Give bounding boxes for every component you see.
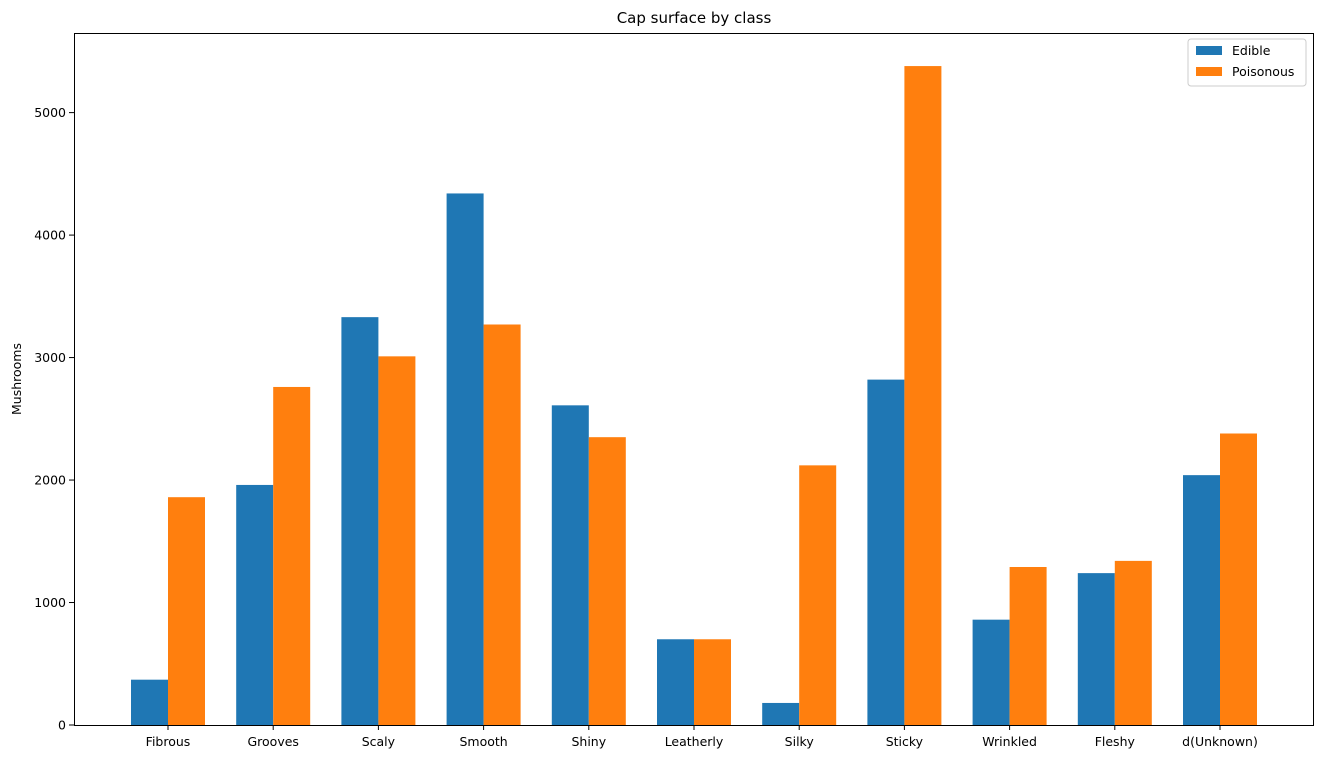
bar-poisonous-wrinkled (1009, 567, 1047, 725)
bar-edible-leatherly (657, 639, 694, 725)
x-tick-label: Smooth (459, 734, 507, 749)
bar-edible-sticky (867, 379, 905, 725)
bar-edible-wrinkled (972, 619, 1010, 725)
y-axis-label: Mushrooms (9, 343, 24, 415)
y-tick-label: 5000 (34, 105, 66, 120)
legend-swatch-edible (1196, 46, 1222, 55)
x-tick-label: Sticky (886, 734, 924, 749)
bar-edible-grooves (236, 484, 274, 725)
legend: Edible Poisonous (1187, 38, 1307, 87)
x-axis: Fibrous Grooves Scaly Smooth Shiny Leatherly S… (146, 725, 1258, 749)
bar-poisonous-silky (799, 465, 837, 725)
chart-title: Cap surface by class (617, 9, 772, 27)
y-tick-label: 4000 (34, 228, 66, 243)
legend-label-edible: Edible (1232, 43, 1271, 58)
x-tick-label: Leatherly (665, 734, 724, 749)
y-tick-label: 0 (58, 718, 66, 733)
bar-poisonous-sticky (904, 66, 942, 725)
bar-poisonous-fleshy (1114, 560, 1152, 725)
legend-swatch-poisonous (1196, 67, 1222, 76)
x-tick-label: Shiny (571, 734, 606, 749)
bar-edible-shiny (551, 405, 589, 725)
x-tick-label: Silky (785, 734, 815, 749)
y-tick-label: 1000 (34, 595, 66, 610)
x-tick-label: Grooves (247, 734, 298, 749)
legend-label-poisonous: Poisonous (1232, 64, 1294, 79)
bar-poisonous-scaly (378, 356, 416, 725)
x-tick-label: d(Unknown) (1182, 734, 1258, 749)
y-tick-label: 3000 (34, 350, 66, 365)
bar-edible-d-unknown- (1183, 475, 1220, 725)
bar-poisonous-d-unknown- (1220, 433, 1257, 725)
bar-edible-fibrous (131, 679, 168, 725)
y-tick-label: 2000 (34, 473, 66, 488)
bar-poisonous-grooves (273, 386, 311, 725)
plot-frame (74, 33, 1314, 726)
x-tick-label: Fleshy (1095, 734, 1136, 749)
x-tick-label: Scaly (362, 734, 396, 749)
bar-poisonous-fibrous (168, 497, 205, 725)
bars-group (131, 66, 1257, 725)
bar-poisonous-shiny (588, 437, 626, 725)
bar-poisonous-leatherly (694, 639, 731, 725)
bar-edible-scaly (341, 317, 379, 725)
y-axis: 0 1000 2000 3000 4000 5000 (34, 105, 74, 733)
x-tick-label: Wrinkled (982, 734, 1037, 749)
bar-poisonous-smooth (483, 324, 521, 725)
bar-edible-silky (762, 702, 800, 725)
bar-edible-fleshy (1077, 573, 1115, 725)
x-tick-label: Fibrous (146, 734, 191, 749)
bar-edible-smooth (446, 193, 484, 725)
